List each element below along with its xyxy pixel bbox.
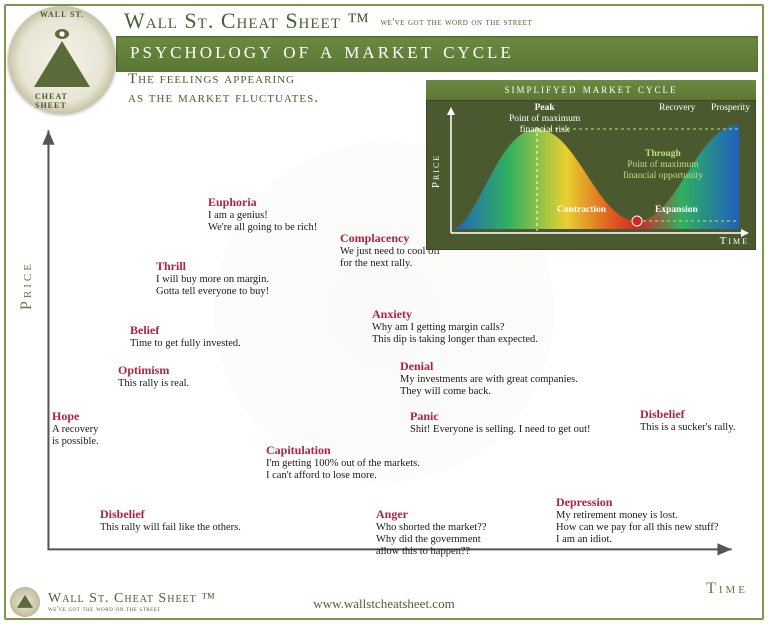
inset-expansion: Expansion: [655, 205, 698, 216]
inset-simplified-cycle: simplifyed market cycle Price Time PeakP…: [426, 80, 756, 250]
header: WALL ST. CHEAT SHEET Wall St. Cheat Shee…: [6, 6, 762, 84]
annotation-text: I am a genius! We're all going to be ric…: [208, 210, 317, 233]
subtitle: The feelings appearing as the market flu…: [128, 70, 319, 108]
annotation-text: My investments are with great companies.…: [400, 374, 578, 397]
annotation-text: This is a sucker's rally.: [640, 422, 735, 433]
annotation-text: This rally will fail like the others.: [100, 522, 241, 533]
inset-chart: [427, 101, 757, 251]
annotation-head: Anger: [376, 508, 487, 522]
y-axis-label: Price: [18, 261, 36, 310]
annotation-text: Why am I getting margin calls? This dip …: [372, 322, 538, 345]
inset-title: simplifyed market cycle: [426, 80, 756, 101]
annotation-head: Panic: [410, 410, 591, 424]
annotation-text: This rally is real.: [118, 378, 189, 389]
logo-pyramid: [29, 27, 95, 93]
annotation-belief: BeliefTime to get fully invested.: [130, 324, 241, 350]
annotation-text: My retirement money is lost. How can we …: [556, 510, 719, 545]
inset-x-label: Time: [720, 235, 749, 247]
annotation-anger: AngerWho shorted the market?? Why did th…: [376, 508, 487, 558]
annotation-head: Optimism: [118, 364, 189, 378]
annotation-head: Disbelief: [640, 408, 735, 422]
annotation-head: Euphoria: [208, 196, 317, 210]
brand-tagline: we've got the word on the street: [380, 17, 532, 28]
annotation-head: Denial: [400, 360, 578, 374]
inset-peak-text: Point of maximum financial risk: [509, 114, 580, 135]
annotation-head: Anxiety: [372, 308, 538, 322]
brand-name: Wall St. Cheat Sheet ™: [124, 8, 370, 33]
annotation-text: A recovery is possible.: [52, 424, 99, 447]
annotation-hope: HopeA recovery is possible.: [52, 410, 99, 448]
inset-recovery: Recovery: [659, 103, 695, 114]
annotation-text: Time to get fully invested.: [130, 338, 241, 349]
footer-brand: Wall St. Cheat Sheet ™ we've got the wor…: [48, 592, 216, 613]
annotation-disbelief: DisbeliefThis rally will fail like the o…: [100, 508, 241, 534]
annotation-thrill: ThrillI will buy more on margin. Gotta t…: [156, 260, 269, 298]
annotation-head: Hope: [52, 410, 99, 424]
footer-brand-name: Wall St. Cheat Sheet ™: [48, 591, 216, 606]
logo-arc-top: WALL ST.: [40, 10, 84, 19]
annotation-head: Capitulation: [266, 444, 420, 458]
annotation-capitulation: CapitulationI'm getting 100% out of the …: [266, 444, 420, 482]
brand-logo: WALL ST. CHEAT SHEET: [8, 6, 116, 114]
annotation-optimism: OptimismThis rally is real.: [118, 364, 189, 390]
annotation-head: Depression: [556, 496, 719, 510]
subtitle-line2: as the market fluctuates.: [128, 90, 319, 106]
annotation-depression: DepressionMy retirement money is lost. H…: [556, 496, 719, 546]
annotation-euphoria: EuphoriaI am a genius! We're all going t…: [208, 196, 317, 234]
brand-line: Wall St. Cheat Sheet ™ we've got the wor…: [124, 8, 758, 34]
annotation-head: Belief: [130, 324, 241, 338]
inset-through-head: Through: [645, 149, 681, 159]
inset-through-text: Point of maximum financial opportunity: [623, 160, 703, 181]
subtitle-line1: The feelings appearing: [128, 71, 295, 87]
logo-arc-bottom: CHEAT SHEET: [35, 92, 89, 110]
annotation-head: Disbelief: [100, 508, 241, 522]
annotation-head: Thrill: [156, 260, 269, 274]
y-arrow: [42, 130, 54, 144]
inset-y-label: Price: [430, 154, 442, 188]
footer-logo: [10, 587, 40, 617]
inset-contraction: Contraction: [557, 205, 606, 216]
annotation-text: Shit! Everyone is selling. I need to get…: [410, 424, 591, 435]
inset-prosperity: Prosperity: [711, 103, 750, 114]
inset-body: Price Time PeakPoint of maximum financia…: [426, 100, 756, 250]
footer-brand-tag: we've got the word on the street: [48, 606, 216, 613]
page-title: psychology of a market cycle: [116, 36, 758, 72]
footer-url: www.wallstcheatsheet.com: [313, 596, 454, 612]
inset-peak-head: Peak: [535, 103, 555, 113]
annotation-disbelief: DisbeliefThis is a sucker's rally.: [640, 408, 735, 434]
annotation-text: I will buy more on margin. Gotta tell ev…: [156, 274, 269, 297]
x-arrow: [717, 543, 731, 555]
annotation-text: Who shorted the market?? Why did the gov…: [376, 522, 487, 557]
annotation-text: I'm getting 100% out of the markets. I c…: [266, 458, 420, 481]
annotation-anxiety: AnxietyWhy am I getting margin calls? Th…: [372, 308, 538, 346]
annotation-panic: PanicShit! Everyone is selling. I need t…: [410, 410, 591, 436]
annotation-denial: DenialMy investments are with great comp…: [400, 360, 578, 398]
x-axis-label: Time: [706, 580, 748, 598]
